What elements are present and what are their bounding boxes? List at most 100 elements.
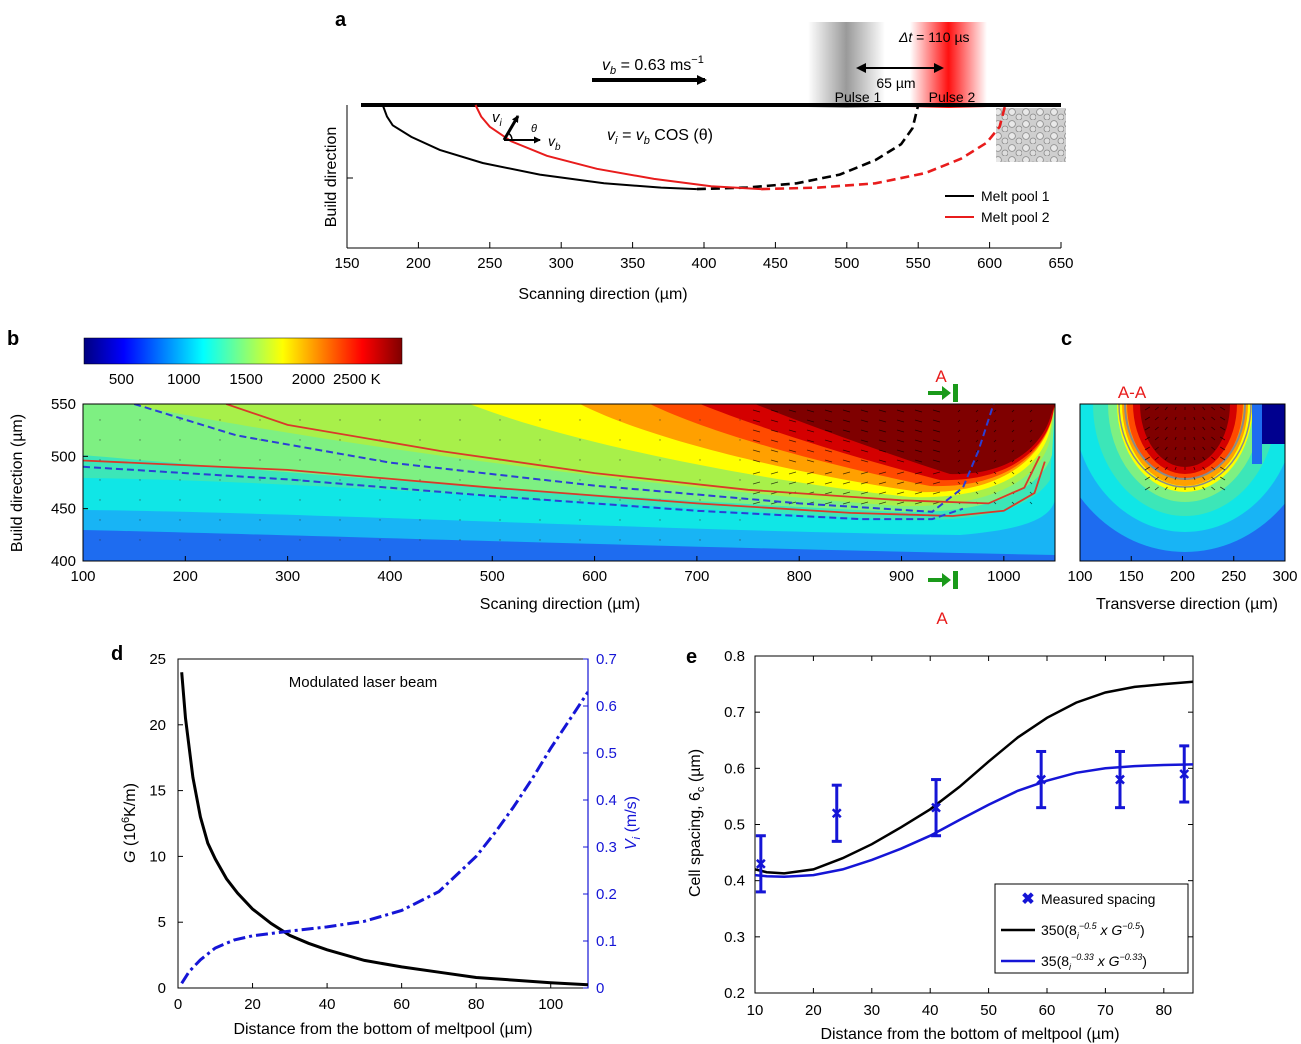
b-vector: [914, 481, 923, 485]
c-vector: [1219, 416, 1226, 421]
b-vector-dot: [379, 519, 381, 521]
c-vector: [1174, 416, 1177, 421]
vi-label: vi: [492, 109, 503, 129]
c-vector: [1144, 416, 1151, 421]
b-vector: [914, 419, 923, 423]
panel-label-e: e: [686, 646, 697, 668]
b-contour-solid: [83, 459, 1046, 517]
section-marker-bottom: [928, 571, 958, 589]
c-vector: [1144, 476, 1151, 481]
d-ticks: 0 20 40 60 80 100 0 5 10 15 20 25 0 0.1 0.2 0.3 0.4 0.5 0.…: [149, 651, 617, 1013]
b-vector: [993, 419, 997, 423]
b-vector-dot: [299, 519, 301, 521]
c-x-tick-label: 100: [1067, 568, 1092, 585]
panel-d: 0 20 40 60 80 100 0 5 10 15 20 25 0 0.1 0.2 0.3 0.4 0.5 0.…: [120, 651, 643, 1038]
b-vector: [1011, 501, 1015, 505]
c-vector: [1154, 446, 1159, 451]
b-vector-dot: [259, 499, 261, 501]
b-vector: [932, 459, 941, 463]
b-vector-dot: [259, 539, 261, 541]
panel-label-d: d: [111, 643, 123, 665]
b-vector-dot: [659, 519, 661, 521]
c-vector: [1164, 476, 1168, 481]
b-vector: [788, 429, 797, 433]
b-vector-dot: [99, 419, 101, 421]
b-vector: [975, 409, 979, 413]
b-vector: [993, 481, 997, 485]
colorbar-tick-label: 500: [109, 371, 134, 388]
c-section-title: A-A: [1118, 383, 1147, 402]
e-measured-point: [1036, 774, 1047, 785]
b-vector: [896, 419, 905, 423]
c-vector: [1211, 416, 1216, 421]
b-vector-dot: [619, 459, 621, 461]
c-vector: [1202, 456, 1206, 461]
b-vector: [752, 439, 761, 443]
theta-arc: [507, 132, 513, 141]
b-vector-dot: [219, 479, 221, 481]
b-vector: [752, 459, 761, 463]
c-vector: [1144, 486, 1151, 491]
b-vector-dot: [499, 479, 501, 481]
b-vector: [824, 501, 833, 505]
b-vector-dot: [579, 439, 581, 441]
c-vector: [1202, 426, 1206, 431]
b-velocity-vectors: [99, 409, 1033, 541]
b-vector: [788, 481, 797, 485]
b-vector: [770, 439, 779, 443]
c-vector: [1164, 416, 1168, 421]
c-vector: [1193, 486, 1196, 491]
b-vector: [860, 471, 869, 475]
c-vector: [1193, 466, 1196, 471]
b-vector-dot: [379, 499, 381, 501]
colorbar-tick-label: 1000: [167, 371, 200, 388]
b-vector: [932, 439, 941, 443]
c-vector: [1193, 436, 1196, 441]
e-measured-point: [931, 802, 941, 813]
b-vector: [957, 449, 961, 453]
b-vector: [1029, 409, 1033, 413]
b-vector: [824, 459, 833, 463]
b-vector-dot: [219, 519, 221, 521]
d-y-right-tick-label: 0.5: [596, 745, 617, 762]
d-x-tick-label: 20: [244, 996, 261, 1013]
b-vector-dot: [699, 519, 701, 521]
c-vector: [1144, 436, 1151, 441]
b-vector: [824, 449, 833, 453]
b-vector-dot: [579, 419, 581, 421]
b-vector-dot: [699, 539, 701, 541]
c-vector: [1154, 406, 1159, 411]
b-heatmap: [83, 404, 1055, 561]
b-vector: [914, 459, 923, 463]
b-vector: [824, 471, 833, 475]
b-vector: [842, 439, 851, 443]
b-vector-dot: [339, 419, 341, 421]
c-vector: [1164, 446, 1168, 451]
d-y-tick-label: 0: [158, 980, 166, 997]
b-vector: [788, 501, 797, 505]
b-vector-dot: [219, 459, 221, 461]
b-x-label: Scaning direction (µm): [480, 596, 640, 613]
b-vector-dot: [579, 459, 581, 461]
b-vector: [914, 429, 923, 433]
e-y-tick-label: 0.3: [724, 929, 745, 946]
b-vector: [842, 449, 851, 453]
b-vector-dot: [499, 519, 501, 521]
b-vector: [824, 439, 833, 443]
d-y-tick-label: 15: [149, 783, 166, 800]
c-vector: [1193, 446, 1196, 451]
b-vector: [842, 471, 851, 475]
b-vector-dot: [419, 439, 421, 441]
b-vector-dot: [339, 479, 341, 481]
b-vector-dot: [419, 539, 421, 541]
e-measured-points: [755, 744, 1190, 894]
b-vector-dot: [339, 439, 341, 441]
b-vector: [770, 449, 779, 453]
e-measured-point: [831, 808, 842, 819]
b-vector: [993, 491, 997, 495]
b-vector: [788, 439, 797, 443]
b-vector-dot: [739, 459, 741, 461]
b-vector: [993, 409, 997, 413]
d-x-label: Distance from the bottom of meltpool (µm…: [233, 1021, 532, 1038]
b-vector: [896, 459, 905, 463]
